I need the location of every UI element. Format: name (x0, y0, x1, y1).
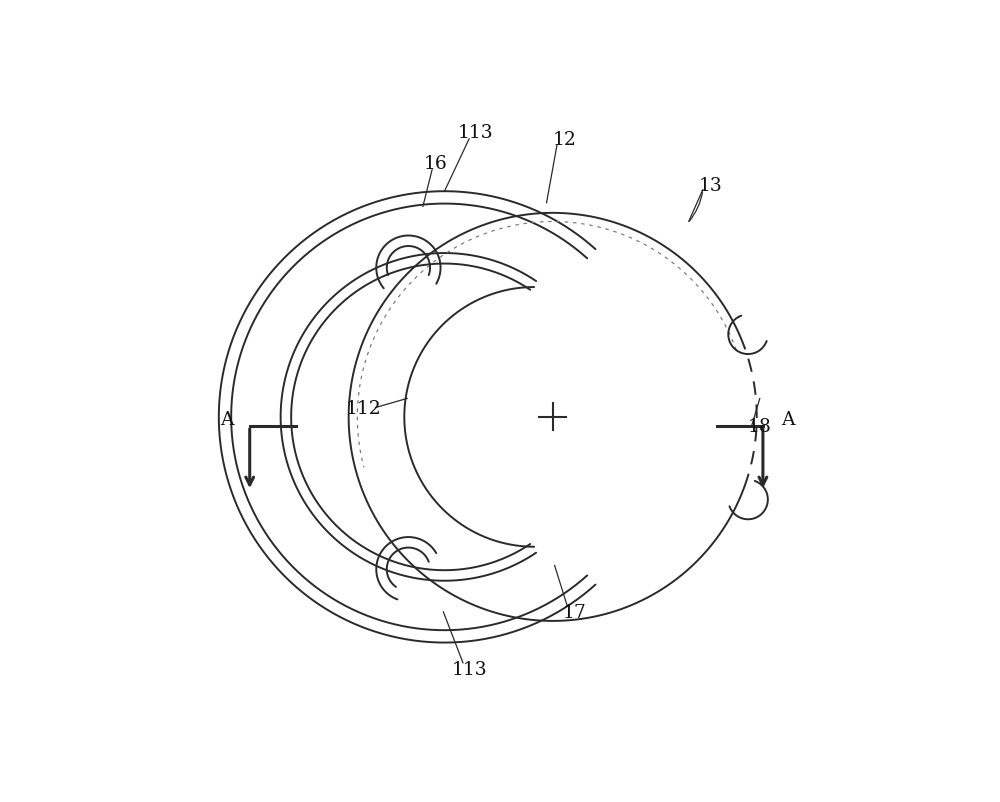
Text: 113: 113 (458, 124, 493, 142)
Text: 18: 18 (748, 418, 772, 435)
Text: 12: 12 (553, 131, 577, 148)
Text: 112: 112 (346, 399, 382, 417)
Text: 17: 17 (562, 603, 586, 621)
Text: 16: 16 (423, 155, 447, 173)
Text: 13: 13 (698, 176, 722, 195)
Text: 113: 113 (451, 660, 487, 678)
Text: A: A (220, 411, 234, 428)
Text: A: A (782, 411, 795, 428)
